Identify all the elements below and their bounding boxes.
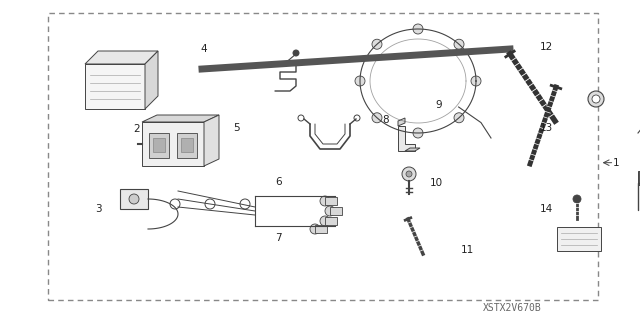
Circle shape: [588, 91, 604, 107]
Circle shape: [406, 171, 412, 177]
Polygon shape: [85, 64, 145, 109]
Circle shape: [372, 113, 382, 123]
Bar: [325, 197, 337, 205]
Bar: [177, 133, 197, 158]
Bar: [557, 227, 601, 251]
Text: 9: 9: [435, 100, 442, 110]
Polygon shape: [405, 148, 420, 151]
Bar: [149, 133, 169, 158]
Circle shape: [310, 224, 320, 234]
Text: 13: 13: [540, 123, 553, 133]
Text: XSTX2V670B: XSTX2V670B: [483, 303, 541, 313]
Bar: [48, 13, 598, 300]
Text: 14: 14: [540, 204, 553, 214]
Text: 3: 3: [95, 204, 101, 214]
Bar: [181, 138, 193, 152]
Bar: [638, 171, 640, 185]
Circle shape: [293, 50, 299, 56]
Text: 12: 12: [540, 42, 553, 52]
Bar: [325, 217, 337, 225]
Circle shape: [372, 39, 382, 49]
Polygon shape: [142, 115, 219, 122]
Text: 8: 8: [383, 115, 389, 125]
Polygon shape: [142, 122, 204, 166]
Bar: [153, 138, 165, 152]
Circle shape: [320, 216, 330, 226]
Text: 6: 6: [275, 177, 282, 187]
Circle shape: [471, 76, 481, 86]
Circle shape: [320, 196, 330, 206]
Circle shape: [325, 206, 335, 216]
Polygon shape: [398, 126, 415, 151]
Text: 2: 2: [133, 124, 140, 134]
Circle shape: [129, 194, 139, 204]
Polygon shape: [398, 118, 405, 126]
Circle shape: [573, 195, 581, 203]
Bar: [120, 189, 148, 209]
Circle shape: [454, 39, 464, 49]
Circle shape: [402, 167, 416, 181]
Circle shape: [454, 113, 464, 123]
Polygon shape: [145, 51, 158, 109]
Bar: [330, 207, 342, 215]
Bar: [315, 225, 327, 233]
Text: 11: 11: [461, 245, 474, 256]
Circle shape: [592, 95, 600, 103]
Text: 4: 4: [200, 44, 207, 55]
Polygon shape: [85, 51, 158, 64]
Text: 5: 5: [234, 122, 240, 133]
Circle shape: [355, 76, 365, 86]
Text: 1: 1: [613, 158, 620, 168]
Polygon shape: [204, 115, 219, 166]
Text: 10: 10: [430, 178, 444, 189]
Text: 7: 7: [275, 233, 282, 243]
Circle shape: [413, 24, 423, 34]
Circle shape: [413, 128, 423, 138]
